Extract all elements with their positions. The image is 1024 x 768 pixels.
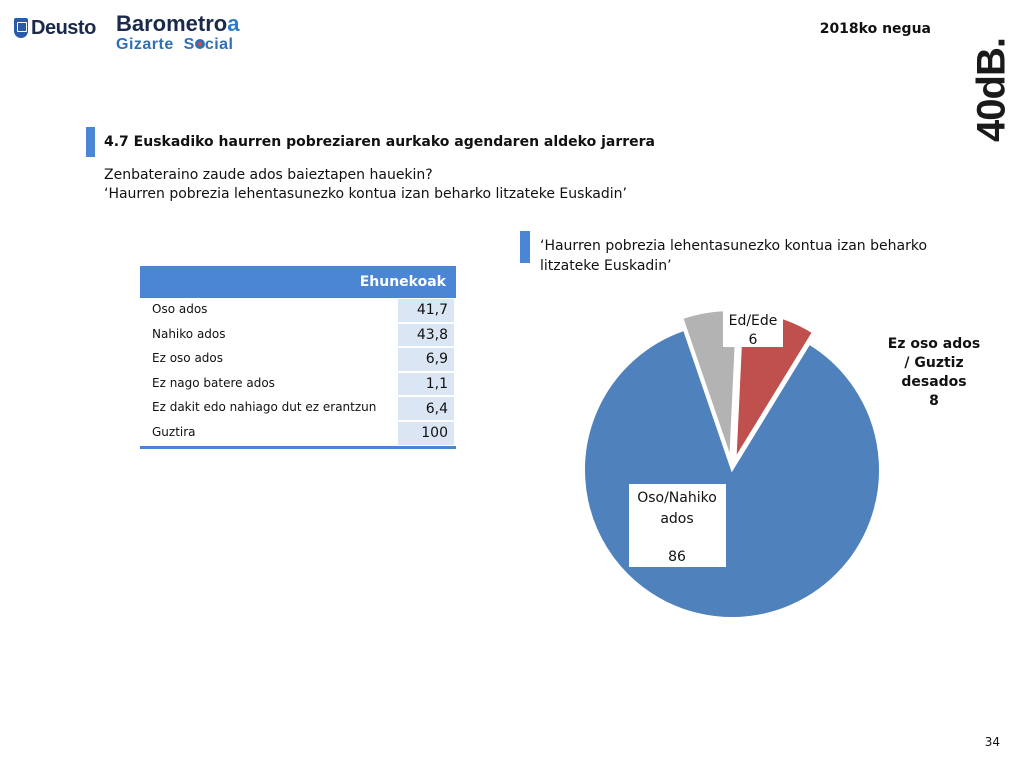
question-text: Zenbateraino zaude ados baieztapen hauek…	[104, 166, 627, 204]
label-ez-oso-ados-line1: Ez oso ados	[888, 336, 980, 352]
deusto-logo: Deusto	[14, 14, 96, 42]
label-oso-nahiko-line1: Oso/Nahiko	[637, 490, 717, 506]
table-row-label: Guztira	[152, 424, 196, 439]
social-o-icon	[194, 39, 205, 49]
question-line-2: ‘Haurren pobrezia lehentasunezko kontua …	[104, 186, 627, 202]
label-oso-nahiko-line2: ados	[660, 511, 693, 527]
social-rest: cial	[204, 36, 234, 53]
table-row: Ez nago batere ados 1,1	[140, 372, 456, 397]
season-label: 2018ko negua	[819, 21, 931, 37]
table-row: Oso ados 41,7	[140, 298, 456, 323]
pie-slice	[681, 309, 739, 459]
gizarte-text: Gizarte	[116, 36, 174, 53]
table-row-label: Ez oso ados	[152, 351, 224, 366]
table-row-label: Ez dakit edo nahiago dut ez erantzun	[152, 400, 377, 415]
barometro-logo: Barometroa	[116, 12, 240, 36]
question-line-1: Zenbateraino zaude ados baieztapen hauek…	[104, 167, 433, 183]
chart-accent-bar	[520, 231, 530, 263]
table-row-value: 100	[398, 421, 454, 445]
table-bottom-rule	[140, 445, 456, 449]
table-row-value: 6,9	[398, 348, 454, 371]
table-row-value: 1,1	[398, 372, 454, 396]
table-row-value: 43,8	[398, 323, 454, 347]
section-accent-bar	[86, 127, 95, 157]
table-row-label: Oso ados	[152, 302, 208, 316]
table-row-label: Ez nago batere ados	[152, 375, 275, 390]
table-row-value: 41,7	[398, 299, 454, 322]
label-ez-oso-ados-line2: / Guztiz	[904, 355, 963, 371]
label-ez-oso-ados-value: 8	[929, 393, 939, 409]
table-row: Guztira 100	[140, 421, 456, 446]
label-ed-ede-line1: Ed/Ede	[729, 313, 778, 329]
label-ed-ede-value: 6	[749, 332, 758, 348]
table-row: Ez dakit edo nahiago dut ez erantzun 6,4	[140, 396, 456, 421]
percentages-table: Ehunekoak Oso ados 41,7 Nahiko ados 43,8…	[140, 266, 456, 449]
chart-title: ‘Haurren pobrezia lehentasunezko kontua …	[540, 238, 928, 274]
barometro-logo-main: Barometro	[116, 11, 228, 36]
table-row-label: Nahiko ados	[152, 326, 226, 341]
deusto-shield-icon	[14, 18, 28, 38]
barometro-logo-accent: a	[227, 11, 240, 36]
label-oso-nahiko-value: 86	[668, 549, 686, 565]
page-number: 34	[984, 735, 1000, 749]
social-s: S	[183, 36, 195, 53]
label-box-ed-ede	[723, 311, 783, 347]
table-row-value: 6,4	[398, 397, 454, 420]
deusto-logo-text: Deusto	[31, 16, 96, 39]
label-ez-oso-ados-line3: desados	[901, 374, 966, 390]
label-box-oso-nahiko	[629, 484, 726, 567]
table-row: Ez oso ados 6,9	[140, 347, 456, 372]
section-title: 4.7 Euskadiko haurren pobreziaren aurkak…	[104, 134, 655, 150]
table-header: Ehunekoak	[140, 266, 456, 298]
pie-slices	[583, 309, 881, 619]
table-row: Nahiko ados 43,8	[140, 323, 456, 348]
